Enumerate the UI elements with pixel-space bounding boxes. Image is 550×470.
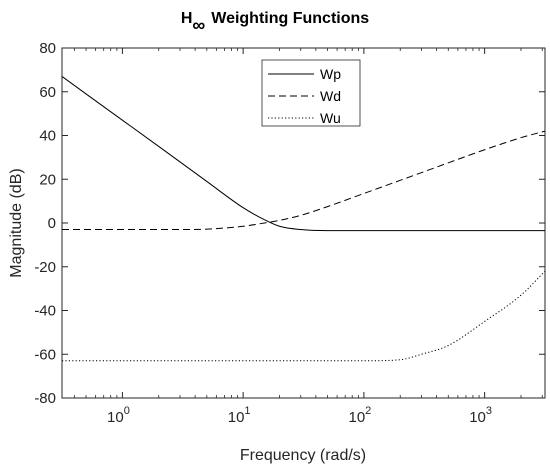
series-line-wd (62, 130, 546, 231)
x-tick-label: 100 (107, 405, 130, 426)
y-tick-label: -60 (34, 346, 56, 363)
legend-label-wd: Wd (320, 88, 341, 104)
title-subscript: ∞ (192, 15, 205, 35)
legend-box (261, 59, 361, 127)
y-tick-label: -40 (34, 303, 56, 320)
x-axis-label: Frequency (rad/s) (240, 447, 366, 464)
series-line-wp (61, 76, 545, 232)
legend: Wp Wd Wu (261, 59, 361, 127)
y-tick-label: 0 (48, 215, 56, 232)
y-tick-label: 60 (39, 84, 56, 101)
chart-title: H∞ Weighting Functions (181, 10, 369, 35)
x-tick-labels: 100 101 102 103 (107, 405, 492, 426)
x-tick-label: 101 (228, 405, 251, 426)
y-tick-label: -80 (34, 390, 56, 407)
y-tick-label: 80 (39, 40, 56, 57)
series-line-wu (62, 270, 546, 362)
title-rest: Weighting Functions (211, 10, 369, 27)
series-group (61, 76, 546, 362)
x-tick-label: 102 (348, 405, 371, 426)
y-axis-label: Magnitude (dB) (8, 168, 25, 277)
y-tick-labels: -80 -60 -40 -20 0 20 40 60 80 (34, 40, 56, 407)
legend-label-wp: Wp (320, 66, 341, 82)
y-tick-label: -20 (34, 259, 56, 276)
title-main: H (181, 10, 193, 27)
y-tick-label: 20 (39, 171, 56, 188)
y-tick-label: 40 (39, 128, 56, 145)
x-tick-label: 103 (469, 405, 492, 426)
legend-label-wu: Wu (320, 110, 341, 126)
axis-ticks (62, 47, 545, 399)
